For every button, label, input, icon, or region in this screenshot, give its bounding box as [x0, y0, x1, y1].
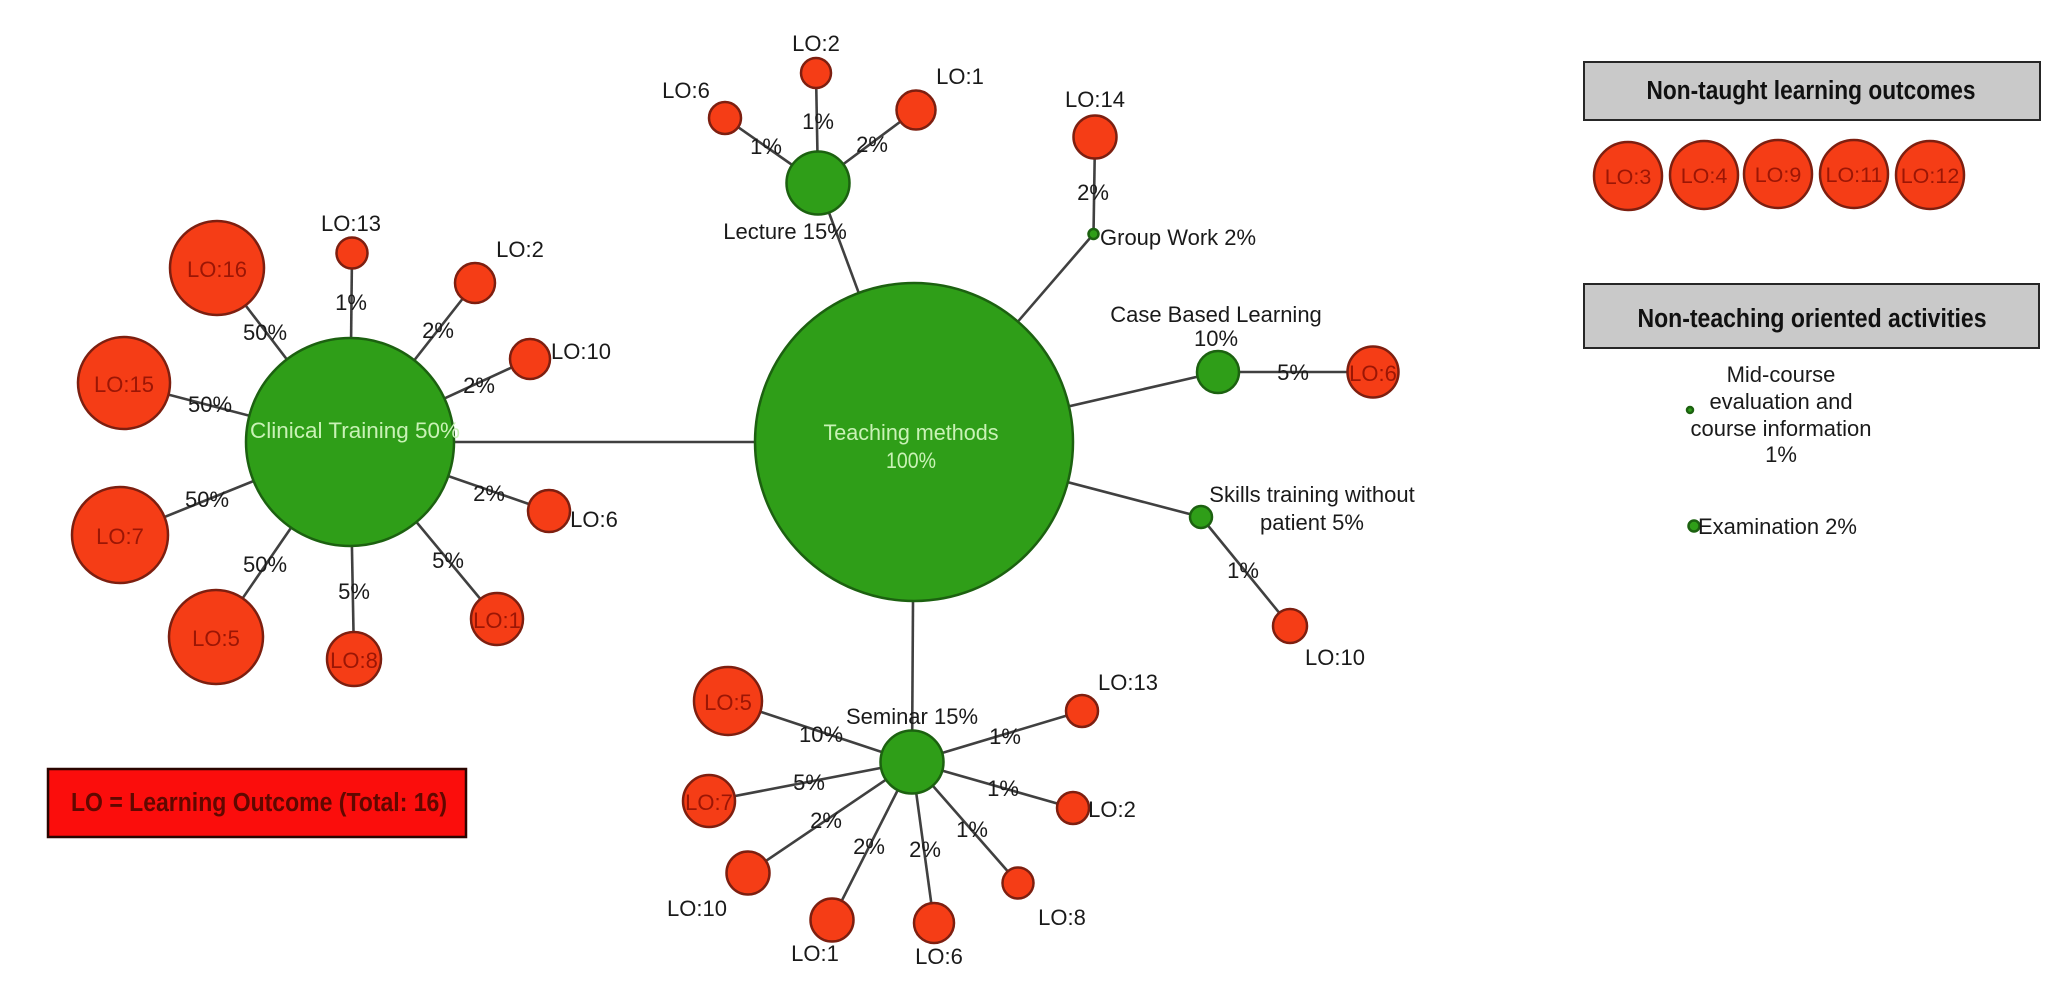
svg-text:LO:6: LO:6 — [662, 78, 710, 103]
svg-text:evaluation and: evaluation and — [1709, 389, 1852, 414]
svg-text:LO:11: LO:11 — [1826, 163, 1883, 187]
svg-text:LO:3: LO:3 — [1605, 165, 1652, 189]
svg-text:2%: 2% — [810, 808, 842, 833]
svg-text:Mid-course: Mid-course — [1727, 362, 1836, 387]
svg-text:Examination 2%: Examination 2% — [1698, 514, 1857, 539]
svg-text:5%: 5% — [432, 548, 464, 573]
svg-text:10%: 10% — [1194, 326, 1238, 351]
svg-text:course information: course information — [1691, 416, 1872, 441]
svg-text:LO:2: LO:2 — [496, 237, 544, 262]
svg-text:LO:6: LO:6 — [1349, 361, 1397, 386]
svg-text:1%: 1% — [802, 109, 834, 134]
svg-text:LO:12: LO:12 — [1901, 164, 1960, 188]
svg-text:2%: 2% — [1077, 180, 1109, 205]
svg-text:1%: 1% — [1227, 558, 1259, 583]
svg-text:50%: 50% — [188, 392, 232, 417]
svg-text:LO:4: LO:4 — [1681, 164, 1728, 188]
svg-text:LO:6: LO:6 — [570, 507, 618, 532]
svg-text:LO:8: LO:8 — [1038, 905, 1086, 930]
svg-text:LO:10: LO:10 — [551, 339, 611, 364]
svg-text:2%: 2% — [422, 318, 454, 343]
svg-text:LO:5: LO:5 — [192, 626, 240, 651]
svg-text:1%: 1% — [989, 724, 1021, 749]
svg-text:Group Work 2%: Group Work 2% — [1100, 225, 1256, 250]
svg-text:2%: 2% — [856, 132, 888, 157]
svg-text:LO:7: LO:7 — [685, 790, 733, 815]
svg-text:LO:13: LO:13 — [1098, 670, 1158, 695]
svg-text:50%: 50% — [185, 487, 229, 512]
svg-text:Lecture 15%: Lecture 15% — [723, 219, 847, 244]
svg-text:LO:1: LO:1 — [473, 608, 521, 633]
svg-text:LO:14: LO:14 — [1065, 87, 1125, 112]
svg-text:LO:10: LO:10 — [1305, 645, 1365, 670]
svg-text:2%: 2% — [853, 834, 885, 859]
svg-text:2%: 2% — [909, 837, 941, 862]
svg-text:LO:13: LO:13 — [321, 211, 381, 236]
svg-text:1%: 1% — [987, 776, 1019, 801]
svg-text:Non-taught learning outcomes: Non-taught learning outcomes — [1647, 77, 1976, 105]
svg-text:1%: 1% — [1765, 442, 1797, 467]
svg-text:2%: 2% — [473, 481, 505, 506]
svg-text:LO:6: LO:6 — [915, 944, 963, 969]
svg-text:5%: 5% — [1277, 360, 1309, 385]
svg-text:10%: 10% — [799, 722, 843, 747]
svg-text:patient 5%: patient 5% — [1260, 510, 1364, 535]
svg-text:Teaching methods: Teaching methods — [824, 420, 999, 445]
svg-text:LO:5: LO:5 — [704, 690, 752, 715]
svg-text:LO:8: LO:8 — [330, 648, 378, 673]
svg-text:Skills training without: Skills training without — [1209, 482, 1414, 507]
svg-text:LO:16: LO:16 — [187, 257, 247, 282]
svg-text:LO:1: LO:1 — [791, 941, 839, 966]
svg-text:50%: 50% — [243, 552, 287, 577]
svg-text:1%: 1% — [956, 817, 988, 842]
svg-text:Non-teaching oriented activiti: Non-teaching oriented activities — [1638, 305, 1987, 333]
svg-text:LO:2: LO:2 — [792, 31, 840, 56]
svg-text:5%: 5% — [338, 579, 370, 604]
svg-text:1%: 1% — [335, 290, 367, 315]
svg-text:Clinical Training 50%: Clinical Training 50% — [250, 418, 460, 443]
svg-text:LO:2: LO:2 — [1088, 797, 1136, 822]
svg-text:5%: 5% — [793, 770, 825, 795]
svg-text:LO:9: LO:9 — [1755, 163, 1802, 187]
svg-text:50%: 50% — [243, 320, 287, 345]
svg-text:LO:1: LO:1 — [936, 64, 984, 89]
svg-text:1%: 1% — [750, 134, 782, 159]
svg-text:100%: 100% — [886, 448, 936, 473]
svg-text:LO = Learning Outcome (Total:: LO = Learning Outcome (Total: 16) — [71, 789, 447, 817]
svg-text:Case Based Learning: Case Based Learning — [1110, 302, 1322, 327]
svg-text:LO:10: LO:10 — [667, 896, 727, 921]
svg-text:LO:7: LO:7 — [96, 524, 144, 549]
svg-text:2%: 2% — [463, 373, 495, 398]
svg-text:LO:15: LO:15 — [94, 372, 154, 397]
svg-text:Seminar 15%: Seminar 15% — [846, 704, 978, 729]
